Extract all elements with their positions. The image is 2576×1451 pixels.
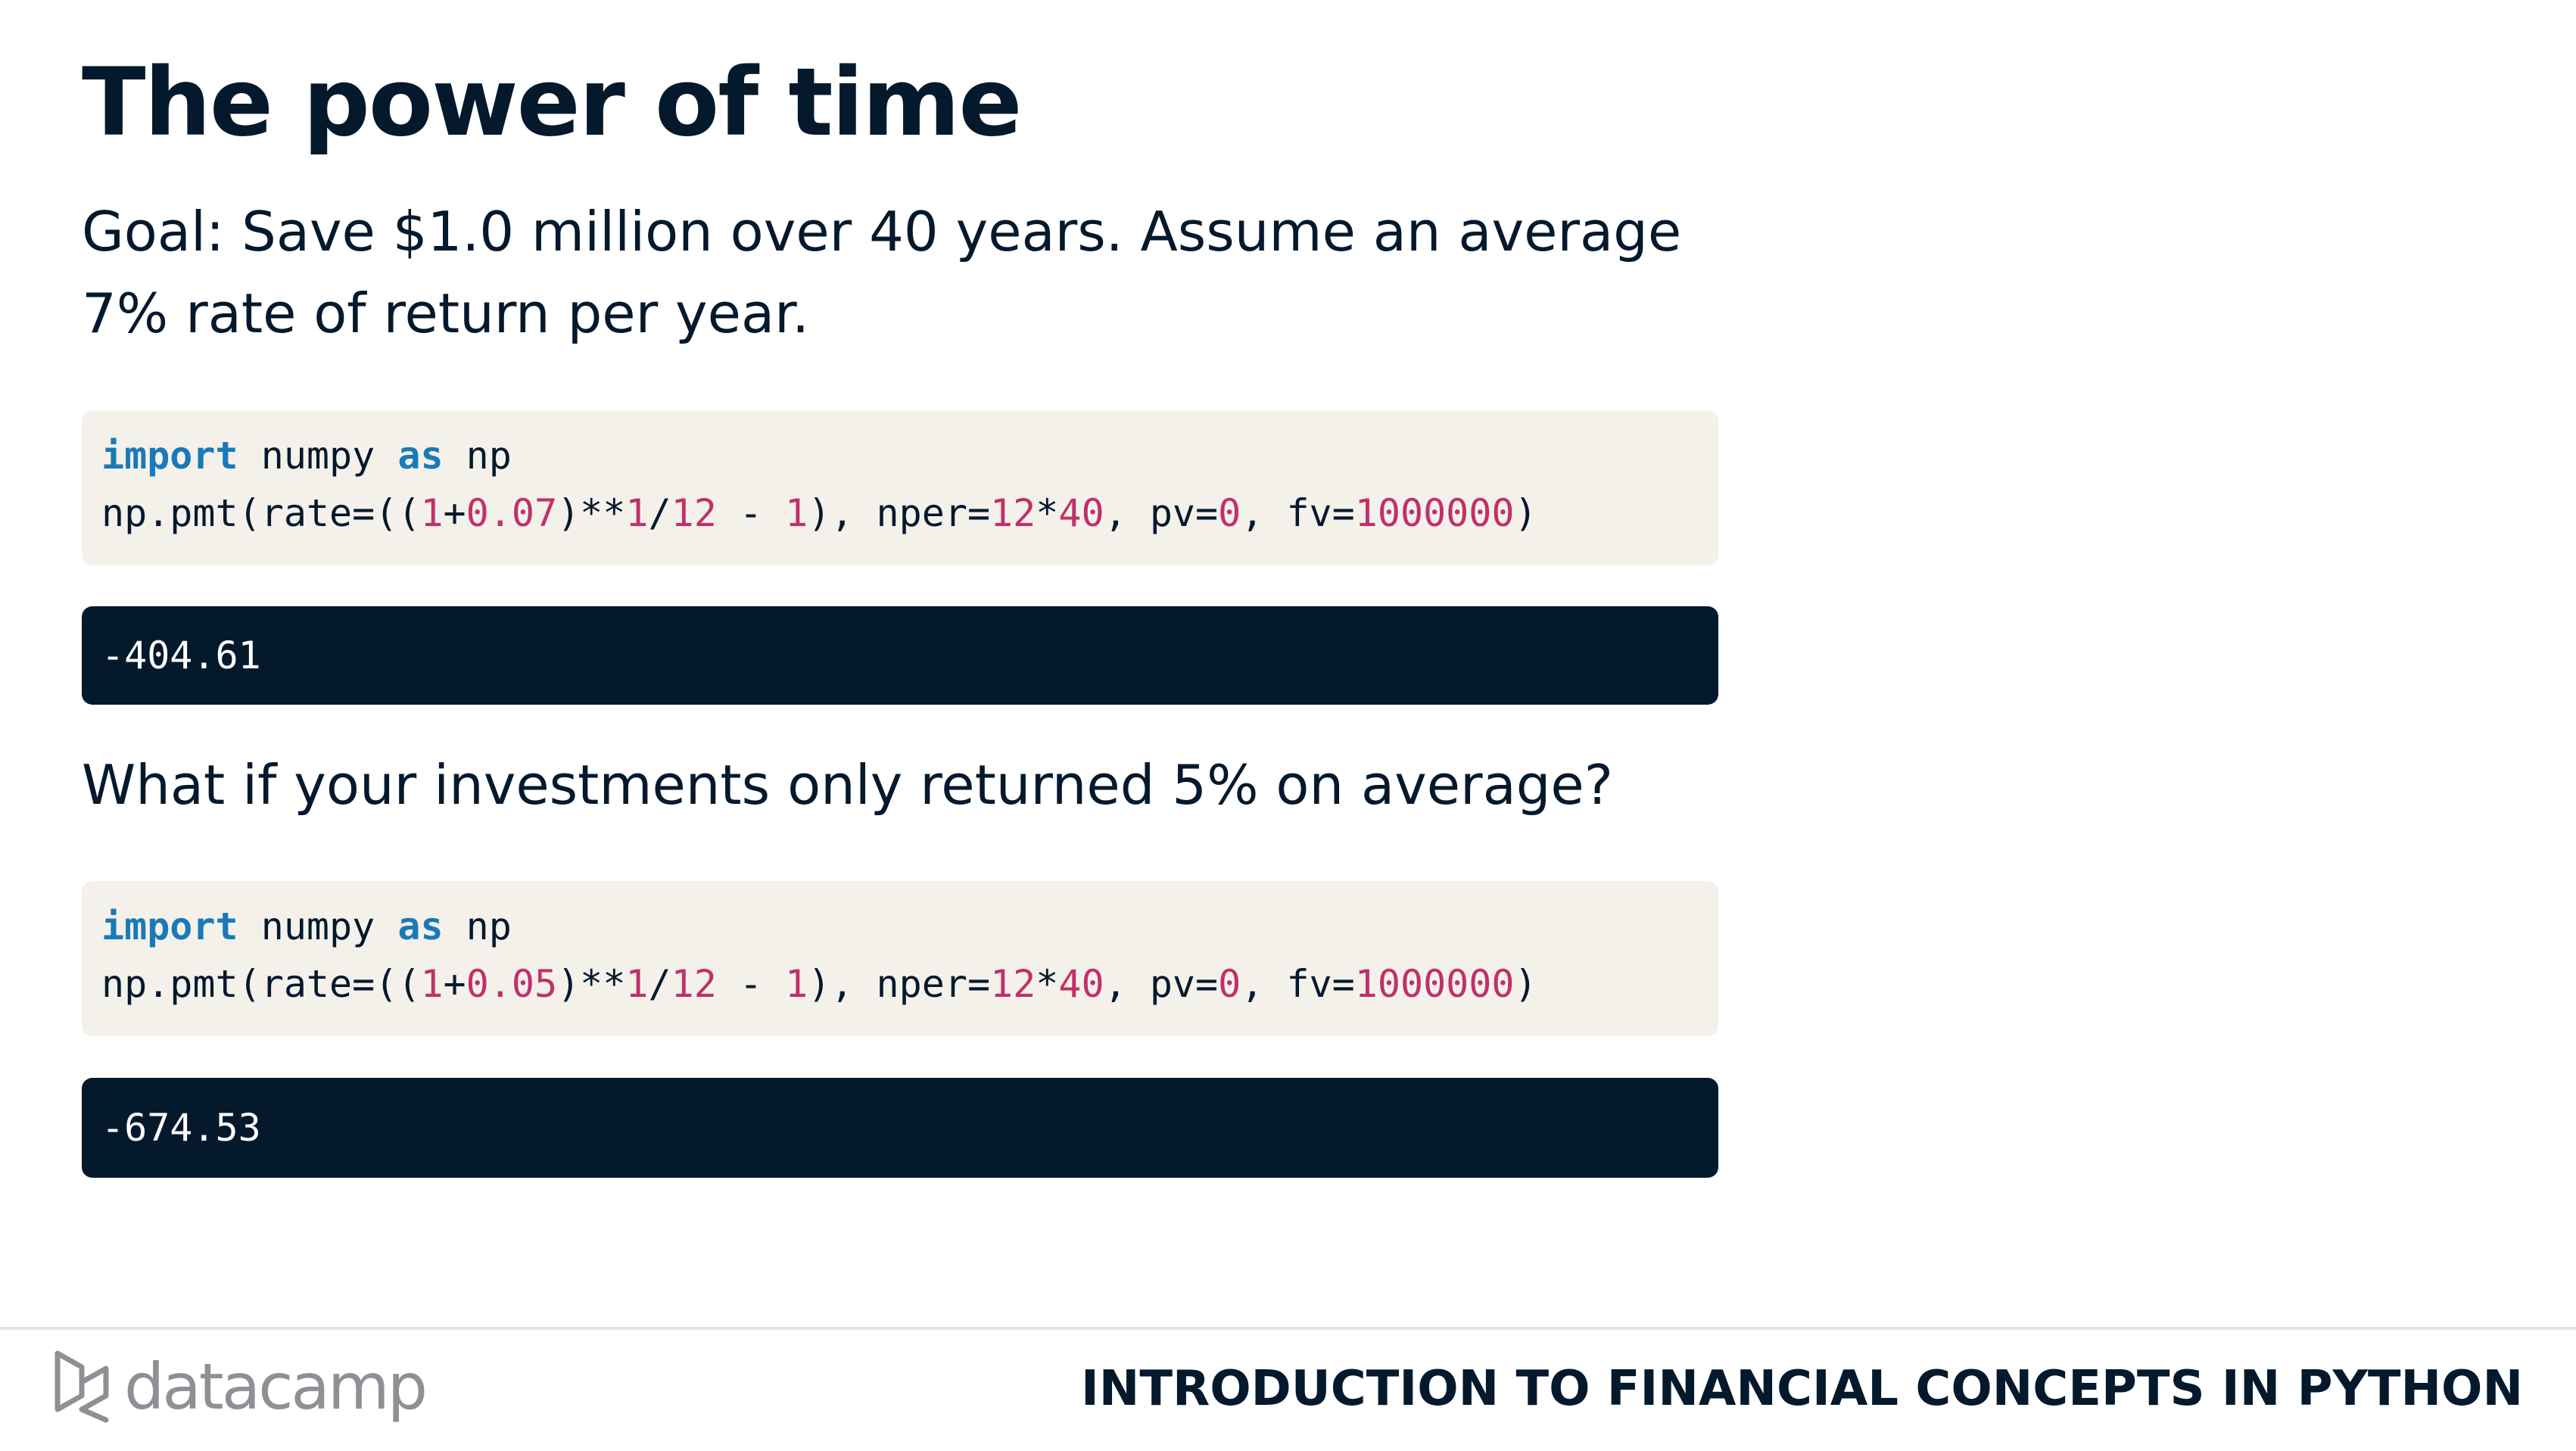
code-token: + xyxy=(443,491,466,535)
code-token: / xyxy=(648,962,671,1006)
code-token: + xyxy=(443,962,466,1006)
code-token: ) xyxy=(1514,962,1537,1006)
keyword: as xyxy=(397,434,444,478)
number-literal: 1 xyxy=(785,491,808,535)
code-token: * xyxy=(1036,491,1059,535)
code-token: np.pmt(rate=(( xyxy=(101,962,421,1006)
number-literal: 12 xyxy=(671,491,717,535)
number-literal: 0.07 xyxy=(466,491,558,535)
number-literal: 1 xyxy=(420,491,444,535)
number-literal: 1 xyxy=(420,962,444,1006)
code-token: numpy xyxy=(238,905,398,948)
slide-title: The power of time xyxy=(82,48,1022,157)
keyword: import xyxy=(101,434,238,478)
code-token: )** xyxy=(557,491,626,535)
number-literal: 12 xyxy=(990,962,1036,1006)
keyword: import xyxy=(101,905,238,948)
code-token: , pv= xyxy=(1104,962,1219,1006)
code-token: np xyxy=(443,905,512,948)
code-block-2[interactable]: import numpy as np np.pmt(rate=((1+0.05)*… xyxy=(82,881,1718,1036)
code-token: - xyxy=(716,491,786,535)
number-literal: 12 xyxy=(671,962,717,1006)
number-literal: 1000000 xyxy=(1354,962,1515,1006)
course-title: INTRODUCTION TO FINANCIAL CONCEPTS IN PY… xyxy=(1080,1361,2523,1417)
datacamp-logo[interactable]: datacamp xyxy=(53,1349,428,1425)
number-literal: 40 xyxy=(1058,491,1104,535)
logo-wordmark: datacamp xyxy=(124,1350,428,1424)
code-token: numpy xyxy=(238,434,398,478)
code-token: ), nper= xyxy=(808,962,991,1006)
number-literal: 40 xyxy=(1058,962,1104,1006)
number-literal: 1 xyxy=(625,491,649,535)
code-token: / xyxy=(648,491,671,535)
code-line-call: np.pmt(rate=((1+0.07)**1/12 - 1), nper=1… xyxy=(101,484,1699,542)
code-token: ) xyxy=(1514,491,1537,535)
code-token: - xyxy=(716,962,786,1006)
number-literal: 0.05 xyxy=(466,962,558,1006)
number-literal: 0 xyxy=(1218,491,1241,535)
number-literal: 0 xyxy=(1218,962,1241,1006)
code-output-1[interactable]: -404.61 xyxy=(82,606,1718,705)
question-text: What if your investments only returned 5… xyxy=(82,753,1613,817)
number-literal: 1 xyxy=(625,962,649,1006)
code-block-1[interactable]: import numpy as np np.pmt(rate=((1+0.07)*… xyxy=(82,410,1718,565)
number-literal: 12 xyxy=(990,491,1036,535)
footer-divider xyxy=(0,1327,2576,1330)
code-line-import: import numpy as np xyxy=(101,898,1699,955)
keyword: as xyxy=(397,905,444,948)
datacamp-logo-icon xyxy=(55,1350,109,1423)
code-token: np.pmt(rate=(( xyxy=(101,491,421,535)
number-literal: 1 xyxy=(785,962,808,1006)
code-token: , pv= xyxy=(1104,491,1219,535)
code-line-call: np.pmt(rate=((1+0.05)**1/12 - 1), nper=1… xyxy=(101,955,1699,1013)
goal-text: Goal: Save $1.0 million over 40 years. A… xyxy=(82,200,1682,345)
code-token: , fv= xyxy=(1241,491,1355,535)
code-token: )** xyxy=(557,962,626,1006)
code-line-import: import numpy as np xyxy=(101,427,1699,484)
code-token: * xyxy=(1036,962,1059,1006)
number-literal: 1000000 xyxy=(1354,491,1515,535)
code-token: , fv= xyxy=(1241,962,1355,1006)
code-token: ), nper= xyxy=(808,491,991,535)
code-token: np xyxy=(443,434,512,478)
code-output-2[interactable]: -674.53 xyxy=(82,1078,1718,1178)
